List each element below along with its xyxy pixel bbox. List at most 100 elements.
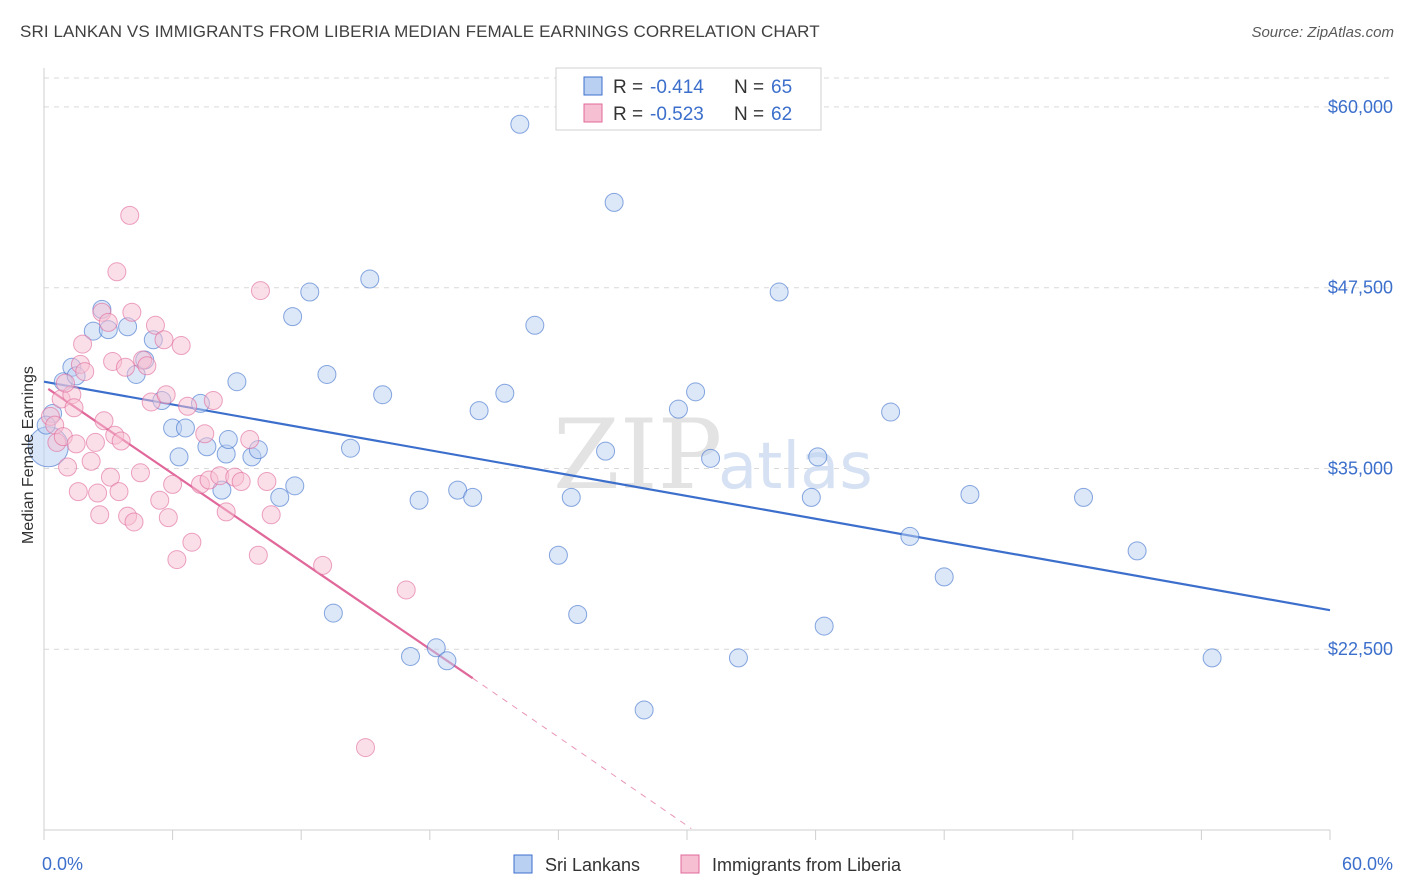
sri-lankans-point-39 [469, 401, 489, 421]
sri-lankans-point-20 [218, 430, 238, 450]
legend-r-label-2: R = [613, 104, 643, 125]
liberia-point-41 [167, 550, 187, 570]
liberia-point-16 [90, 505, 110, 525]
legend: R = -0.414 N = 65 R = -0.523 N = 62 [555, 67, 822, 131]
sri-lankans-point-62 [1127, 541, 1147, 561]
watermark: ZIP atlas [553, 399, 873, 511]
sri-lankans-point-42 [525, 315, 545, 335]
legend-n-value-1: 65 [771, 77, 792, 98]
sri-lankans-point-52 [728, 648, 748, 668]
sri-lankans-point-51 [701, 448, 721, 468]
sri-lankans-point-33 [401, 646, 421, 666]
liberia-point-61 [55, 373, 75, 393]
sri-lankans-point-44 [561, 487, 581, 507]
sri-lankans-point-56 [814, 616, 834, 636]
liberia-point-8 [66, 434, 86, 454]
liberia-point-56 [257, 471, 277, 491]
liberia-point-14 [85, 432, 105, 452]
liberia-point-44 [182, 532, 202, 552]
grid-lines [44, 77, 1393, 650]
legend-r-value-1: -0.414 [650, 77, 704, 98]
data-points [27, 114, 1222, 758]
bottom-legend-label-liberia: Immigrants from Liberia [712, 855, 902, 875]
liberia-point-12 [75, 362, 95, 382]
liberia-point-38 [156, 385, 176, 405]
liberia-point-23 [107, 262, 127, 282]
liberia-point-42 [171, 336, 191, 356]
sri-lankans-point-60 [960, 484, 980, 504]
sri-lankans-point-32 [373, 385, 393, 405]
bottom-legend-swatch-sri-lankans [513, 854, 533, 874]
liberia-point-15 [88, 483, 108, 503]
sri-lankans-point-29 [323, 603, 343, 623]
liberia-point-26 [115, 357, 135, 377]
y-axis-label: Median Female Earnings [20, 366, 37, 544]
legend-swatch-liberia [583, 103, 603, 123]
sri-lankans-point-25 [283, 307, 303, 327]
liberia-point-29 [122, 302, 142, 322]
legend-r-value-2: -0.523 [650, 104, 704, 125]
sri-lankans-point-59 [934, 567, 954, 587]
liberia-point-19 [98, 312, 118, 332]
sri-lankans-point-63 [1202, 648, 1222, 668]
liberia-point-60 [396, 580, 416, 600]
sri-lankans-point-36 [437, 651, 457, 671]
sri-lankans-point-54 [801, 487, 821, 507]
bottom-legend: Sri Lankans Immigrants from Liberia [513, 854, 902, 875]
sri-lankans-point-58 [900, 526, 920, 546]
liberia-point-50 [216, 502, 236, 522]
sri-lankans-point-53 [769, 282, 789, 302]
sri-lankans-point-50 [686, 382, 706, 402]
sri-lankans-point-34 [409, 490, 429, 510]
liberia-point-28 [120, 205, 140, 225]
liberia-point-40 [163, 474, 183, 494]
watermark-zip: ZIP [553, 399, 722, 511]
sri-lankans-point-48 [634, 700, 654, 720]
sri-lankans-point-46 [596, 441, 616, 461]
liberia-trend-extension [472, 677, 692, 829]
liberia-point-46 [195, 424, 215, 444]
sri-lankans-point-28 [317, 364, 337, 384]
liberia-point-54 [248, 545, 268, 565]
legend-swatch-sri-lankans [583, 76, 603, 96]
liberia-point-58 [313, 555, 333, 575]
sri-lankans-point-55 [808, 447, 828, 467]
y-tick-label-0: $22,500 [1328, 639, 1393, 659]
sri-lankans-point-15 [175, 418, 195, 438]
sri-lankans-point-35 [426, 638, 446, 658]
liberia-point-20 [100, 467, 120, 487]
legend-n-label-1: N = [734, 77, 764, 98]
sri-lankans-trend-line [43, 380, 1331, 612]
sri-lankans-point-14 [169, 447, 189, 467]
bottom-legend-swatch-liberia [680, 854, 700, 874]
sri-lankans-point-30 [340, 438, 360, 458]
y-tick-label-3: $60,000 [1328, 97, 1393, 117]
sri-lankans-point-24 [270, 487, 290, 507]
liberia-point-33 [137, 356, 157, 376]
sri-lankans-point-21 [227, 372, 247, 392]
liberia-point-35 [145, 315, 165, 335]
sri-lankans-point-40 [495, 383, 515, 403]
x-tick-label-max: 60.0% [1342, 854, 1393, 874]
liberia-point-25 [111, 431, 131, 451]
liberia-point-11 [73, 334, 93, 354]
legend-n-value-2: 62 [771, 104, 792, 125]
sri-lankans-point-49 [668, 399, 688, 419]
y-tick-labels: $22,500 $35,000 $47,500 $60,000 [1328, 97, 1393, 659]
sri-lankans-point-61 [1074, 487, 1094, 507]
y-tick-label-1: $35,000 [1328, 458, 1393, 478]
liberia-point-43 [178, 396, 198, 416]
liberia-point-18 [94, 411, 114, 431]
liberia-point-5 [58, 457, 78, 477]
liberia-point-57 [261, 505, 281, 525]
sri-lankans-point-43 [548, 545, 568, 565]
sri-lankans-point-27 [300, 282, 320, 302]
liberia-point-55 [250, 281, 270, 301]
watermark-atlas: atlas [718, 430, 873, 504]
liberia-point-48 [203, 390, 223, 410]
sri-lankans-point-57 [881, 402, 901, 422]
liberia-point-52 [231, 471, 251, 491]
sri-lankans-point-41 [510, 114, 530, 134]
legend-r-label-1: R = [613, 77, 643, 98]
